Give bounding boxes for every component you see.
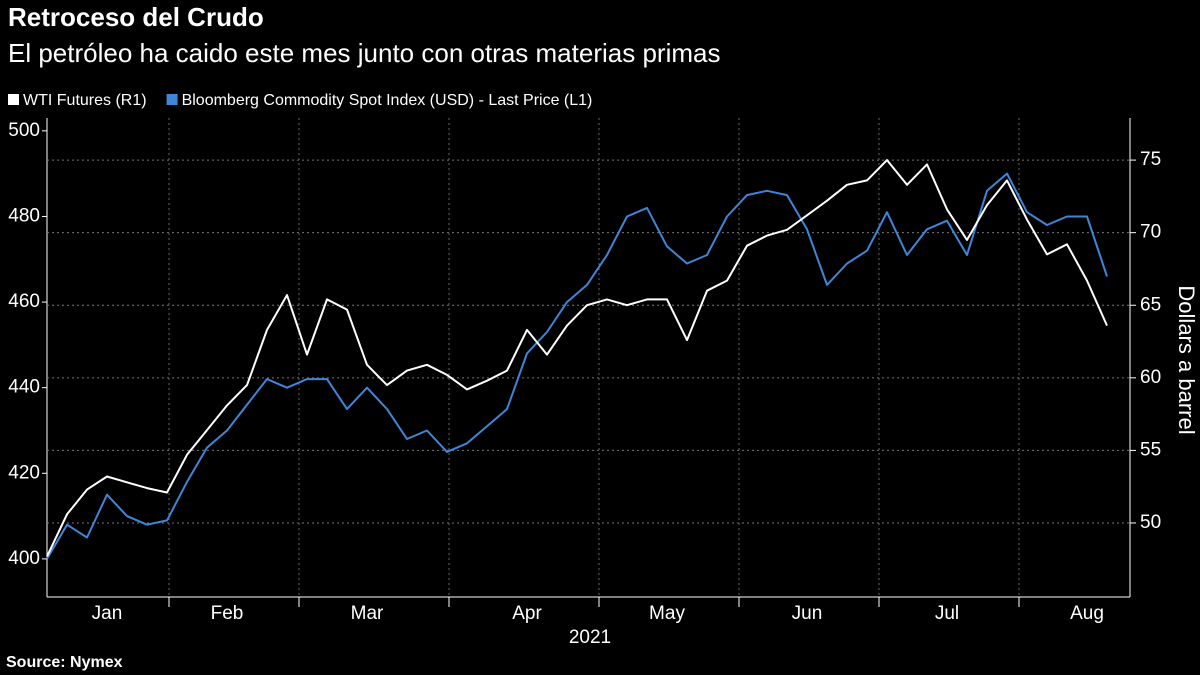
y2-tick-label: 75 xyxy=(1140,149,1161,170)
legend-swatch xyxy=(166,94,178,105)
legend-label: Bloomberg Commodity Spot Index (USD) - L… xyxy=(182,92,593,109)
y2-tick-label: 55 xyxy=(1140,439,1161,460)
x-tick-label: Feb xyxy=(211,603,244,624)
y2-tick-label: 50 xyxy=(1140,512,1161,533)
series-line xyxy=(46,159,1108,557)
y-tick-label: 480 xyxy=(8,205,40,226)
y2-tick-label: 65 xyxy=(1140,294,1161,315)
x-axis-label: 2021 xyxy=(569,627,611,648)
chart-subtitle: El petróleo ha caido este mes junto con … xyxy=(8,38,720,68)
x-tick-label: Aug xyxy=(1070,603,1104,624)
legend-swatch xyxy=(8,94,19,105)
series-line xyxy=(46,172,1108,560)
y-tick-label: 400 xyxy=(8,548,40,569)
x-tick-label: May xyxy=(649,603,685,624)
y-tick-label: 420 xyxy=(8,462,40,483)
y2-tick-label: 70 xyxy=(1140,222,1161,243)
y2-axis-label: Dollars a barrel xyxy=(1174,285,1199,434)
x-tick-label: Jun xyxy=(792,603,823,624)
x-tick-label: Jul xyxy=(935,603,959,624)
x-tick-label: Apr xyxy=(512,603,542,624)
x-tick-label: Mar xyxy=(351,603,384,624)
chart-title: Retroceso del Crudo xyxy=(8,2,264,32)
y-tick-label: 500 xyxy=(8,120,40,141)
source: Source: Nymex xyxy=(6,654,123,671)
y2-tick-label: 60 xyxy=(1140,367,1161,388)
x-tick-label: Jan xyxy=(92,603,123,624)
y-tick-label: 440 xyxy=(8,377,40,398)
legend-label: WTI Futures (R1) xyxy=(23,92,147,109)
y-tick-label: 460 xyxy=(8,291,40,312)
